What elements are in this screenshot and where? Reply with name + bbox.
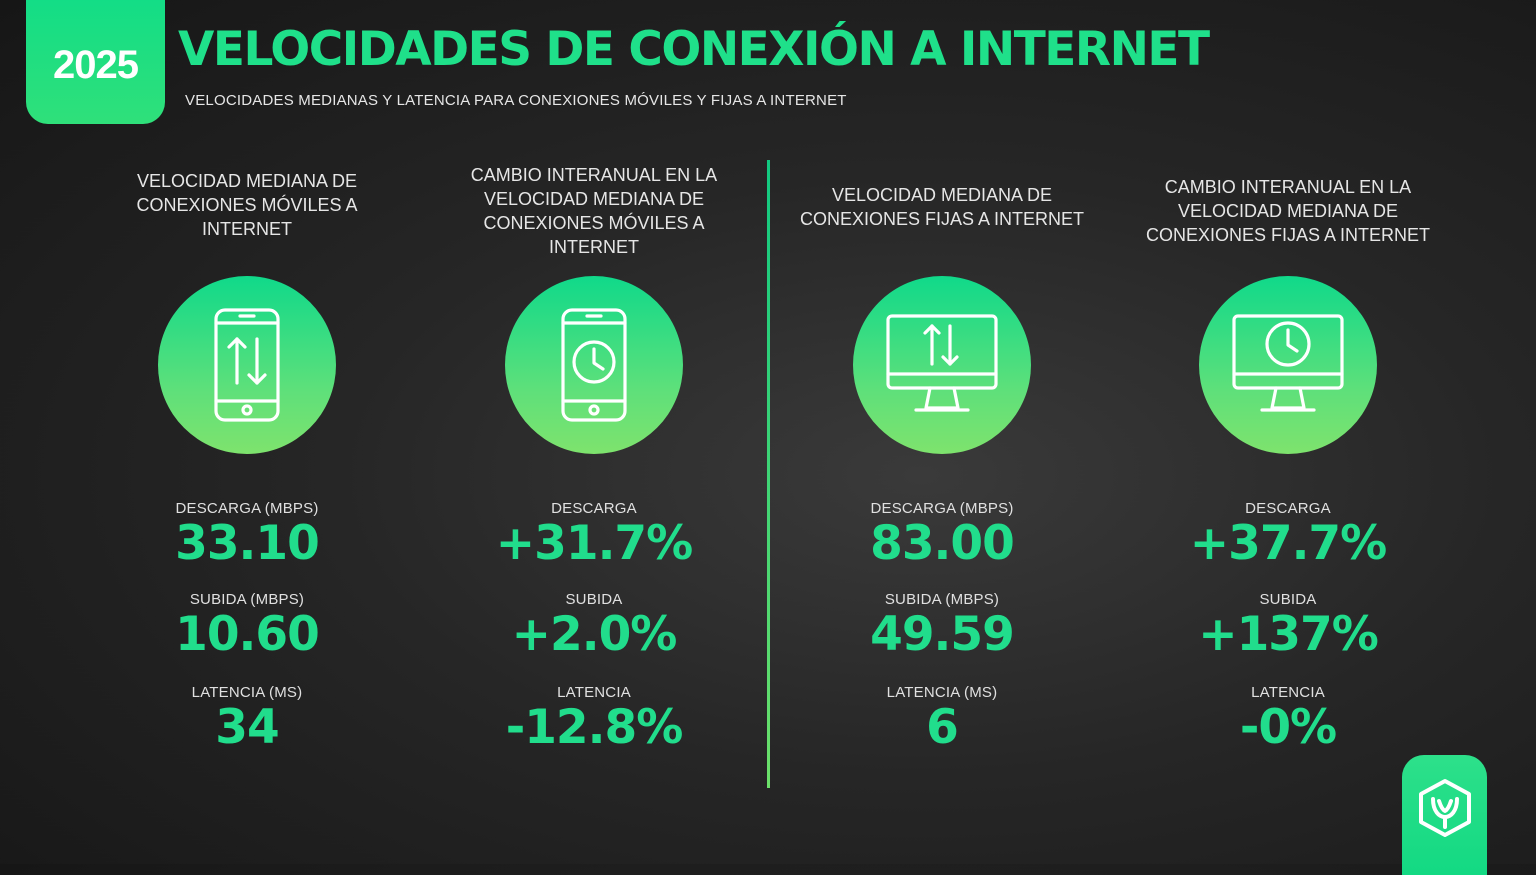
metric-value: -0% bbox=[1239, 700, 1337, 755]
year-label: 2025 bbox=[53, 42, 139, 87]
column-mobile-speed: VELOCIDAD MEDIANA DE CONEXIONES MÓVILES … bbox=[87, 156, 407, 755]
page-subtitle: VELOCIDADES MEDIANAS Y LATENCIA PARA CON… bbox=[185, 92, 847, 109]
metric-value: +137% bbox=[1198, 607, 1379, 662]
smartphone-clock-icon bbox=[505, 276, 683, 454]
metric-value: -12.8% bbox=[505, 700, 684, 755]
column-heading: CAMBIO INTERANUAL EN LA VELOCIDAD MEDIAN… bbox=[470, 165, 718, 257]
metric-value: 34 bbox=[215, 700, 279, 755]
metric-label: SUBIDA (MBPS) bbox=[189, 591, 305, 608]
metric-label: DESCARGA (MBPS) bbox=[870, 500, 1014, 517]
metric-label: DESCARGA bbox=[551, 500, 637, 517]
metric-label: LATENCIA bbox=[1251, 684, 1325, 701]
monitor-clock-icon bbox=[1199, 276, 1377, 454]
metric-label: LATENCIA bbox=[557, 684, 631, 701]
metric-label: LATENCIA (MS) bbox=[191, 684, 303, 701]
metric-label: DESCARGA bbox=[1245, 500, 1331, 517]
metric-value: 10.60 bbox=[175, 607, 320, 662]
metric-value: 83.00 bbox=[870, 516, 1015, 571]
year-badge: 2025 bbox=[26, 0, 165, 124]
metric-value: +37.7% bbox=[1189, 516, 1387, 571]
smartphone-arrows-icon bbox=[158, 276, 336, 454]
column-heading: VELOCIDAD MEDIANA DE CONEXIONES MÓVILES … bbox=[136, 171, 358, 239]
metric-label: DESCARGA (MBPS) bbox=[175, 500, 319, 517]
column-mobile-change: CAMBIO INTERANUAL EN LA VELOCIDAD MEDIAN… bbox=[434, 156, 754, 755]
metric-value: 33.10 bbox=[175, 516, 320, 571]
metric-value: 49.59 bbox=[870, 607, 1015, 662]
metric-value: +31.7% bbox=[495, 516, 693, 571]
brand-logo-icon bbox=[1418, 779, 1471, 837]
metric-value: +2.0% bbox=[511, 607, 678, 662]
column-heading: CAMBIO INTERANUAL EN LA VELOCIDAD MEDIAN… bbox=[1145, 177, 1431, 245]
metric-label: SUBIDA bbox=[565, 591, 623, 608]
column-heading: VELOCIDAD MEDIANA DE CONEXIONES FIJAS A … bbox=[799, 185, 1085, 229]
section-divider bbox=[767, 160, 770, 788]
brand-logo-badge bbox=[1402, 755, 1487, 875]
column-fixed-speed: VELOCIDAD MEDIANA DE CONEXIONES FIJAS A … bbox=[782, 156, 1102, 755]
monitor-arrows-icon bbox=[853, 276, 1031, 454]
metric-label: SUBIDA (MBPS) bbox=[884, 591, 1000, 608]
metric-label: LATENCIA (MS) bbox=[886, 684, 998, 701]
page-title: VELOCIDADES DE CONEXIÓN A INTERNET bbox=[178, 22, 1210, 77]
metric-value: 6 bbox=[926, 700, 959, 755]
metric-label: SUBIDA bbox=[1259, 591, 1317, 608]
column-fixed-change: CAMBIO INTERANUAL EN LA VELOCIDAD MEDIAN… bbox=[1128, 156, 1448, 755]
